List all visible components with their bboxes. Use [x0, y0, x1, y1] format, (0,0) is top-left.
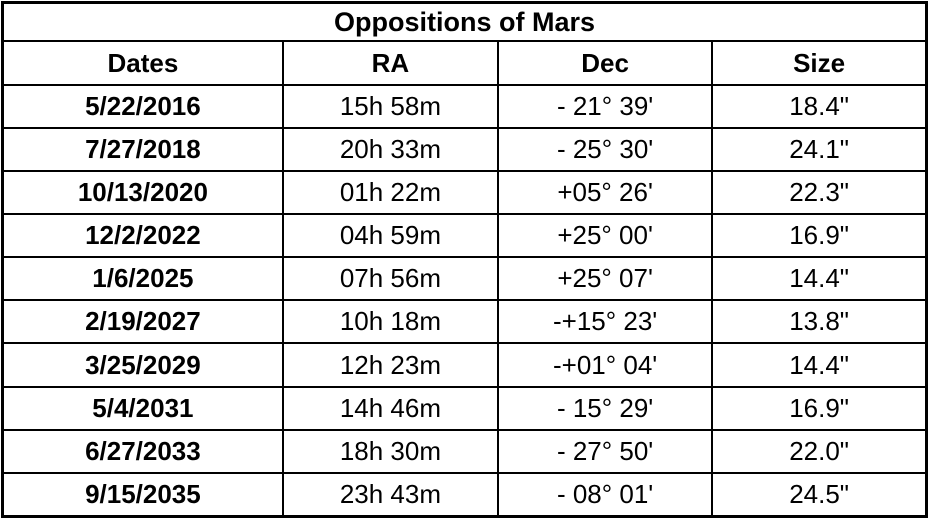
ra-cell: 07h 56m [281, 256, 500, 302]
date-cell: 5/4/2031 [1, 385, 284, 431]
column-header-dates: Dates [1, 40, 284, 86]
column-header-dec: Dec [497, 40, 714, 86]
dec-cell: - 21° 39' [497, 83, 714, 130]
dec-cell: - 25° 30' [497, 127, 714, 173]
ra-cell: 04h 59m [281, 213, 500, 259]
dec-cell: - 15° 29' [497, 385, 714, 431]
header-row: Dates RA Dec Size [1, 40, 928, 86]
ra-cell: 20h 33m [281, 127, 500, 173]
size-cell: 14.4" [711, 342, 928, 388]
column-header-ra: RA [281, 40, 500, 86]
ra-cell: 10h 18m [281, 299, 500, 345]
date-cell: 6/27/2033 [1, 428, 284, 474]
dec-cell: +05° 26' [497, 170, 714, 216]
ra-cell: 01h 22m [281, 170, 500, 216]
title-row: Oppositions of Mars [1, 1, 928, 42]
ra-cell: 14h 46m [281, 385, 500, 431]
date-cell: 5/22/2016 [1, 83, 284, 130]
table-row: 5/22/2016 15h 58m - 21° 39' 18.4" [1, 83, 928, 130]
table-row: 3/25/2029 12h 23m -+01° 04' 14.4" [1, 342, 928, 388]
date-cell: 9/15/2035 [1, 471, 284, 518]
date-cell: 2/19/2027 [1, 299, 284, 345]
table-row: 10/13/2020 01h 22m +05° 26' 22.3" [1, 170, 928, 216]
table-row: 9/15/2035 23h 43m - 08° 01' 24.5" [1, 471, 928, 518]
ra-cell: 12h 23m [281, 342, 500, 388]
table-row: 2/19/2027 10h 18m -+15° 23' 13.8" [1, 299, 928, 345]
size-cell: 16.9" [711, 213, 928, 259]
date-cell: 1/6/2025 [1, 256, 284, 302]
size-cell: 22.3" [711, 170, 928, 216]
dec-cell: +25° 07' [497, 256, 714, 302]
table-row: 12/2/2022 04h 59m +25° 00' 16.9" [1, 213, 928, 259]
size-cell: 22.0" [711, 428, 928, 474]
date-cell: 7/27/2018 [1, 127, 284, 173]
date-cell: 3/25/2029 [1, 342, 284, 388]
size-cell: 14.4" [711, 256, 928, 302]
size-cell: 24.1" [711, 127, 928, 173]
size-cell: 18.4" [711, 83, 928, 130]
table-row: 6/27/2033 18h 30m - 27° 50' 22.0" [1, 428, 928, 474]
dec-cell: -+01° 04' [497, 342, 714, 388]
table-title: Oppositions of Mars [1, 1, 928, 42]
column-header-size: Size [711, 40, 928, 86]
size-cell: 13.8" [711, 299, 928, 345]
date-cell: 12/2/2022 [1, 213, 284, 259]
size-cell: 24.5" [711, 471, 928, 518]
ra-cell: 23h 43m [281, 471, 500, 518]
table-row: 1/6/2025 07h 56m +25° 07' 14.4" [1, 256, 928, 302]
dec-cell: - 08° 01' [497, 471, 714, 518]
table-body: 5/22/2016 15h 58m - 21° 39' 18.4" 7/27/2018 2… [1, 83, 928, 518]
ra-cell: 15h 58m [281, 83, 500, 130]
dec-cell: -+15° 23' [497, 299, 714, 345]
dec-cell: - 27° 50' [497, 428, 714, 474]
table-row: 7/27/2018 20h 33m - 25° 30' 24.1" [1, 127, 928, 173]
date-cell: 10/13/2020 [1, 170, 284, 216]
dec-cell: +25° 00' [497, 213, 714, 259]
size-cell: 16.9" [711, 385, 928, 431]
ra-cell: 18h 30m [281, 428, 500, 474]
table-row: 5/4/2031 14h 46m - 15° 29' 16.9" [1, 385, 928, 431]
